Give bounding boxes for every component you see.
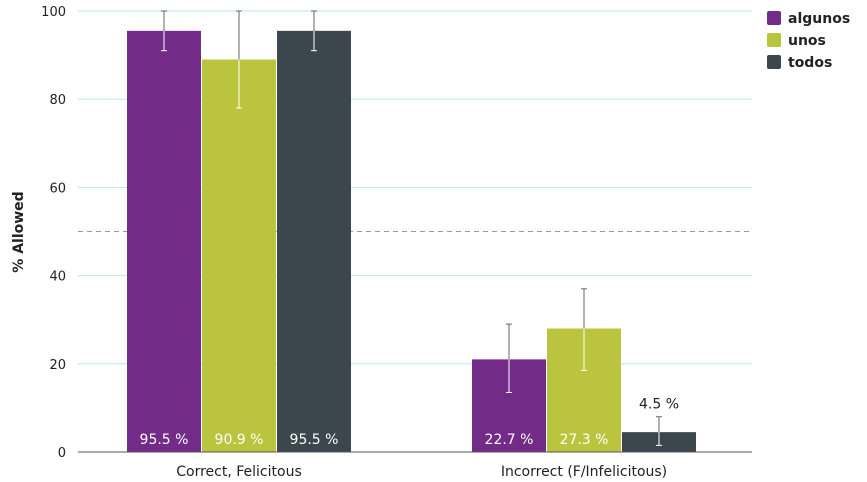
x-category-label: Incorrect (F/Infelicitous)	[501, 464, 667, 480]
data-labels: 95.5 % 90.9 % 95.5 % 22.7 % 27.3 % 4.5 %	[140, 397, 679, 448]
y-tick-label: 60	[49, 181, 66, 196]
x-axis-categories: Correct, Felicitous Incorrect (F/Infelici…	[176, 464, 667, 480]
data-label-unos: 90.9 %	[215, 432, 264, 448]
y-tick-label: 0	[58, 446, 66, 461]
legend-label-unos: unos	[788, 33, 826, 49]
data-label-unos: 27.3 %	[560, 432, 609, 448]
y-tick-label: 40	[49, 270, 66, 285]
y-tick-label: 20	[49, 358, 66, 373]
legend: algunos unos todos	[767, 11, 850, 71]
x-category-label: Correct, Felicitous	[176, 464, 302, 480]
error-bars	[161, 10, 662, 446]
legend-label-algunos: algunos	[788, 11, 850, 27]
bar-unos	[202, 59, 276, 452]
bar-algunos	[127, 30, 201, 452]
bar-todos	[277, 30, 351, 452]
bars	[127, 30, 696, 452]
y-axis-ticks: 0 20 40 60 80 100	[41, 5, 66, 461]
data-label-algunos: 95.5 %	[140, 432, 189, 448]
y-tick-label: 80	[49, 93, 66, 108]
legend-swatch-todos	[767, 55, 781, 69]
legend-swatch-algunos	[767, 11, 781, 25]
data-label-todos: 95.5 %	[290, 432, 339, 448]
y-axis-label: % Allowed	[11, 191, 27, 272]
data-label-algunos: 22.7 %	[485, 432, 534, 448]
data-label-todos: 4.5 %	[639, 397, 679, 413]
legend-label-todos: todos	[788, 55, 832, 71]
y-tick-label: 100	[41, 5, 66, 20]
legend-swatch-unos	[767, 33, 781, 47]
